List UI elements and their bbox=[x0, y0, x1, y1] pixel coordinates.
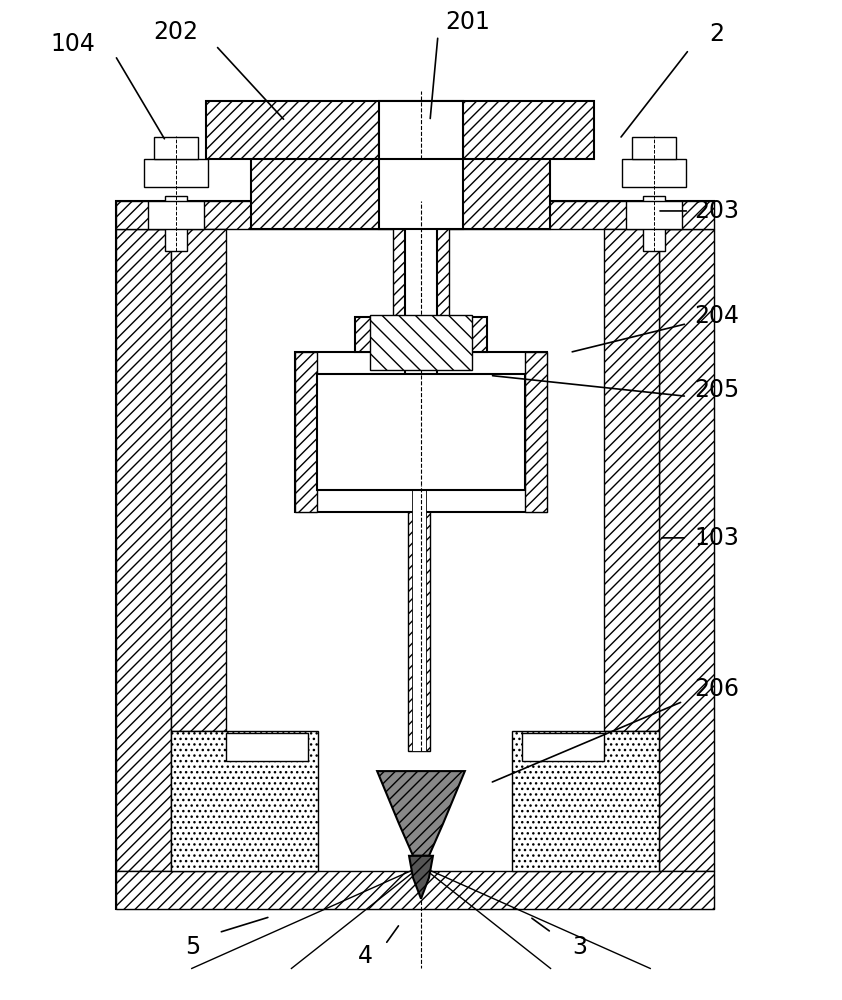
Bar bbox=[626, 201, 682, 229]
Bar bbox=[412, 485, 426, 751]
Bar bbox=[116, 201, 714, 229]
Bar bbox=[525, 352, 546, 512]
Bar bbox=[632, 137, 676, 159]
Text: 104: 104 bbox=[51, 32, 96, 56]
Bar bbox=[116, 201, 714, 909]
Bar bbox=[205, 101, 594, 159]
Bar bbox=[148, 201, 204, 229]
Text: 201: 201 bbox=[445, 10, 490, 34]
Bar bbox=[296, 352, 317, 512]
Bar bbox=[659, 229, 714, 871]
Text: 202: 202 bbox=[153, 20, 199, 44]
Bar bbox=[393, 201, 449, 485]
Text: 2: 2 bbox=[710, 22, 724, 46]
Bar bbox=[296, 352, 546, 512]
Bar bbox=[605, 229, 659, 731]
Bar bbox=[512, 731, 659, 871]
Bar bbox=[622, 159, 686, 187]
Polygon shape bbox=[377, 771, 465, 856]
Bar bbox=[165, 196, 187, 251]
Bar bbox=[355, 317, 487, 352]
Text: 103: 103 bbox=[695, 526, 739, 550]
Bar bbox=[154, 137, 198, 159]
Text: 206: 206 bbox=[695, 677, 739, 701]
Text: 205: 205 bbox=[695, 378, 739, 402]
Bar bbox=[116, 229, 171, 871]
Bar bbox=[144, 159, 208, 187]
Bar bbox=[226, 733, 308, 761]
Bar bbox=[116, 871, 714, 909]
Bar bbox=[405, 201, 437, 485]
Text: 204: 204 bbox=[695, 304, 739, 328]
Bar bbox=[171, 229, 226, 731]
Polygon shape bbox=[409, 856, 433, 899]
Bar bbox=[251, 119, 550, 229]
Text: 203: 203 bbox=[695, 199, 739, 223]
Text: 4: 4 bbox=[358, 944, 373, 968]
Bar bbox=[171, 731, 318, 871]
Bar bbox=[379, 119, 463, 229]
Bar bbox=[317, 374, 525, 490]
Bar bbox=[643, 196, 665, 251]
Text: 5: 5 bbox=[185, 935, 200, 959]
Text: 3: 3 bbox=[572, 935, 587, 959]
Bar bbox=[408, 485, 430, 751]
Bar bbox=[522, 733, 605, 761]
Bar bbox=[370, 315, 472, 370]
Bar bbox=[379, 101, 463, 159]
